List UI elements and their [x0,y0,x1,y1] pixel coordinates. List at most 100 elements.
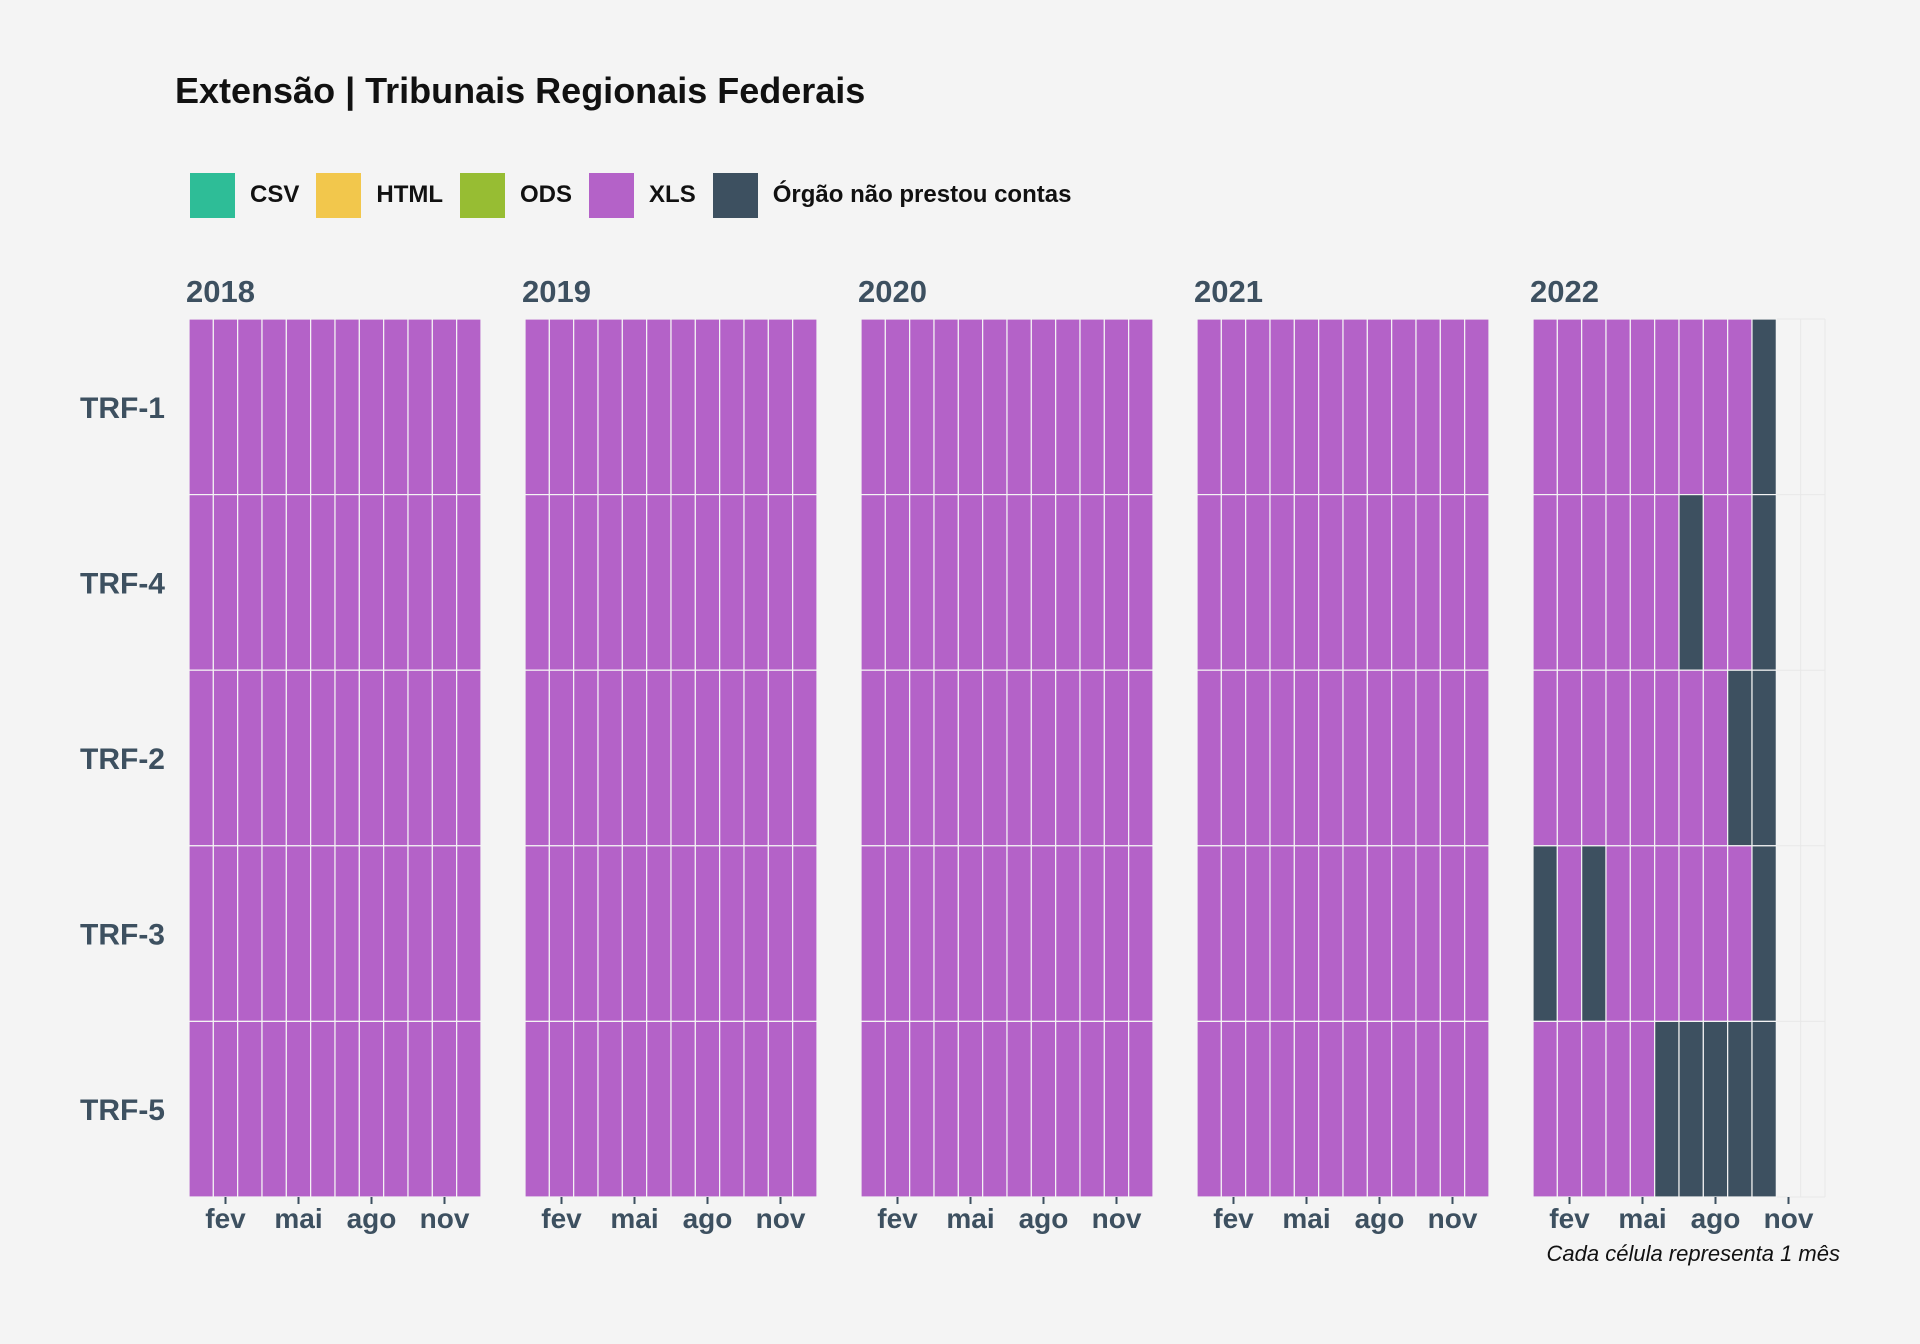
x-tick-label-nov-2018: nov [420,1203,470,1234]
cell-trf-4-2018-10 [407,494,433,671]
cell-trf-4-2019-12 [792,494,818,671]
cell-trf-3-2020-11 [1103,845,1130,1022]
cell-trf-2-2020-12 [1128,669,1154,847]
cell-trf-5-2019-12 [792,1020,818,1198]
cell-trf-1-2019-3 [573,318,599,496]
legend-item-ods: ODS [460,172,572,218]
legend-item-csv: CSV [190,172,299,218]
cell-trf-2-2021-11 [1439,669,1466,847]
cell-trf-5-2021-3 [1245,1020,1271,1198]
cell-trf-5-2020-12 [1128,1020,1154,1198]
cell-trf-5-2021-8 [1366,1020,1393,1198]
cell-trf-4-2022-1 [1532,494,1558,671]
cell-trf-4-2021-4 [1269,494,1295,671]
legend-swatch-xls [589,172,635,218]
cell-trf-2-2018-1 [188,669,214,847]
cell-trf-5-2020-1 [860,1020,886,1198]
row-label-trf-5: TRF-5 [80,1094,165,1127]
cell-trf-1-2020-1 [860,318,886,496]
cell-trf-1-2019-12 [792,318,818,496]
cell-trf-5-2019-6 [646,1020,672,1198]
year-title-2022: 2022 [1530,274,1599,309]
cell-trf-1-2021-10 [1415,318,1441,496]
cell-trf-3-2020-9 [1055,845,1081,1022]
cell-trf-3-2022-9 [1727,845,1753,1022]
cell-trf-5-2019-11 [767,1020,794,1198]
year-title-2019: 2019 [522,274,591,309]
cell-trf-2-2018-7 [334,669,360,847]
cell-trf-1-2019-7 [670,318,696,496]
cell-trf-2-2019-12 [792,669,818,847]
cell-trf-1-2020-8 [1030,318,1057,496]
cell-trf-1-2019-5 [621,318,648,496]
cell-trf-1-2018-10 [407,318,433,496]
cell-trf-5-2020-6 [982,1020,1008,1198]
cell-trf-2-2019-6 [646,669,672,847]
cell-trf-3-2018-9 [383,845,409,1022]
cell-trf-2-2018-12 [456,669,482,847]
cell-trf-5-2019-8 [694,1020,721,1198]
cell-trf-3-2022-8 [1702,845,1729,1022]
cell-trf-3-2022-4 [1605,845,1631,1022]
cell-trf-5-2018-5 [285,1020,312,1198]
cell-trf-5-2020-9 [1055,1020,1081,1198]
cell-trf-4-2019-7 [670,494,696,671]
cell-trf-5-2018-11 [431,1020,458,1198]
cell-trf-4-2021-1 [1196,494,1222,671]
cell-trf-3-2021-10 [1415,845,1441,1022]
cell-trf-1-2022-3 [1581,318,1607,496]
x-tick-label-nov-2022: nov [1764,1203,1814,1234]
cell-trf-1-2022-8 [1702,318,1729,496]
cell-trf-2-2018-8 [358,669,385,847]
x-tick-label-ago-2021: ago [1355,1203,1405,1234]
cell-trf-5-2021-4 [1269,1020,1295,1198]
cell-trf-2-2020-7 [1006,669,1032,847]
cell-trf-3-2019-4 [597,845,623,1022]
cell-trf-2-2018-2 [212,669,239,847]
cell-trf-5-2019-5 [621,1020,648,1198]
cell-trf-3-2021-12 [1464,845,1490,1022]
cell-trf-4-2022-4 [1605,494,1631,671]
x-tick-label-ago-2018: ago [347,1203,397,1234]
cell-trf-3-2020-2 [884,845,911,1022]
legend-item-xls: XLS [589,172,696,218]
cell-trf-3-2018-11 [431,845,458,1022]
cell-trf-4-2019-8 [694,494,721,671]
cell-trf-3-2018-4 [261,845,287,1022]
cell-trf-3-2022-10 [1751,845,1777,1022]
legend: CSV HTML ODS XLS Órgão não prestou conta… [190,172,1088,218]
x-tick-label-nov-2019: nov [756,1203,806,1234]
cell-trf-2-2020-1 [860,669,886,847]
cell-trf-3-2022-3 [1581,845,1607,1022]
cell-trf-4-2018-4 [261,494,287,671]
cell-trf-4-2018-7 [334,494,360,671]
cell-trf-3-2021-7 [1342,845,1368,1022]
cell-trf-3-2020-3 [909,845,935,1022]
cell-trf-1-2021-12 [1464,318,1490,496]
cell-trf-2-2021-2 [1220,669,1247,847]
cell-trf-2-2021-8 [1366,669,1393,847]
x-tick-label-fev-2019: fev [541,1203,582,1234]
cell-trf-3-2020-10 [1079,845,1105,1022]
cell-trf-5-2022-10 [1751,1020,1777,1198]
cell-trf-1-2021-5 [1293,318,1320,496]
cell-trf-1-2020-3 [909,318,935,496]
cell-trf-3-2021-2 [1220,845,1247,1022]
cell-trf-1-2019-2 [548,318,575,496]
cell-trf-3-2020-5 [957,845,984,1022]
cell-trf-1-2020-4 [933,318,959,496]
cell-trf-1-2022-5 [1629,318,1656,496]
cell-trf-4-2018-11 [431,494,458,671]
cell-trf-3-2018-10 [407,845,433,1022]
x-tick-label-ago-2020: ago [1019,1203,1069,1234]
cell-trf-1-2022-2 [1556,318,1583,496]
cell-trf-3-2022-1 [1532,845,1558,1022]
legend-label-xls: XLS [649,181,696,208]
cell-trf-4-2021-12 [1464,494,1490,671]
cell-trf-1-2021-6 [1318,318,1344,496]
cell-trf-4-2020-5 [957,494,984,671]
cell-trf-2-2021-3 [1245,669,1271,847]
cell-trf-4-2021-7 [1342,494,1368,671]
legend-swatch-not-reported [712,172,758,218]
cell-trf-1-2020-9 [1055,318,1081,496]
